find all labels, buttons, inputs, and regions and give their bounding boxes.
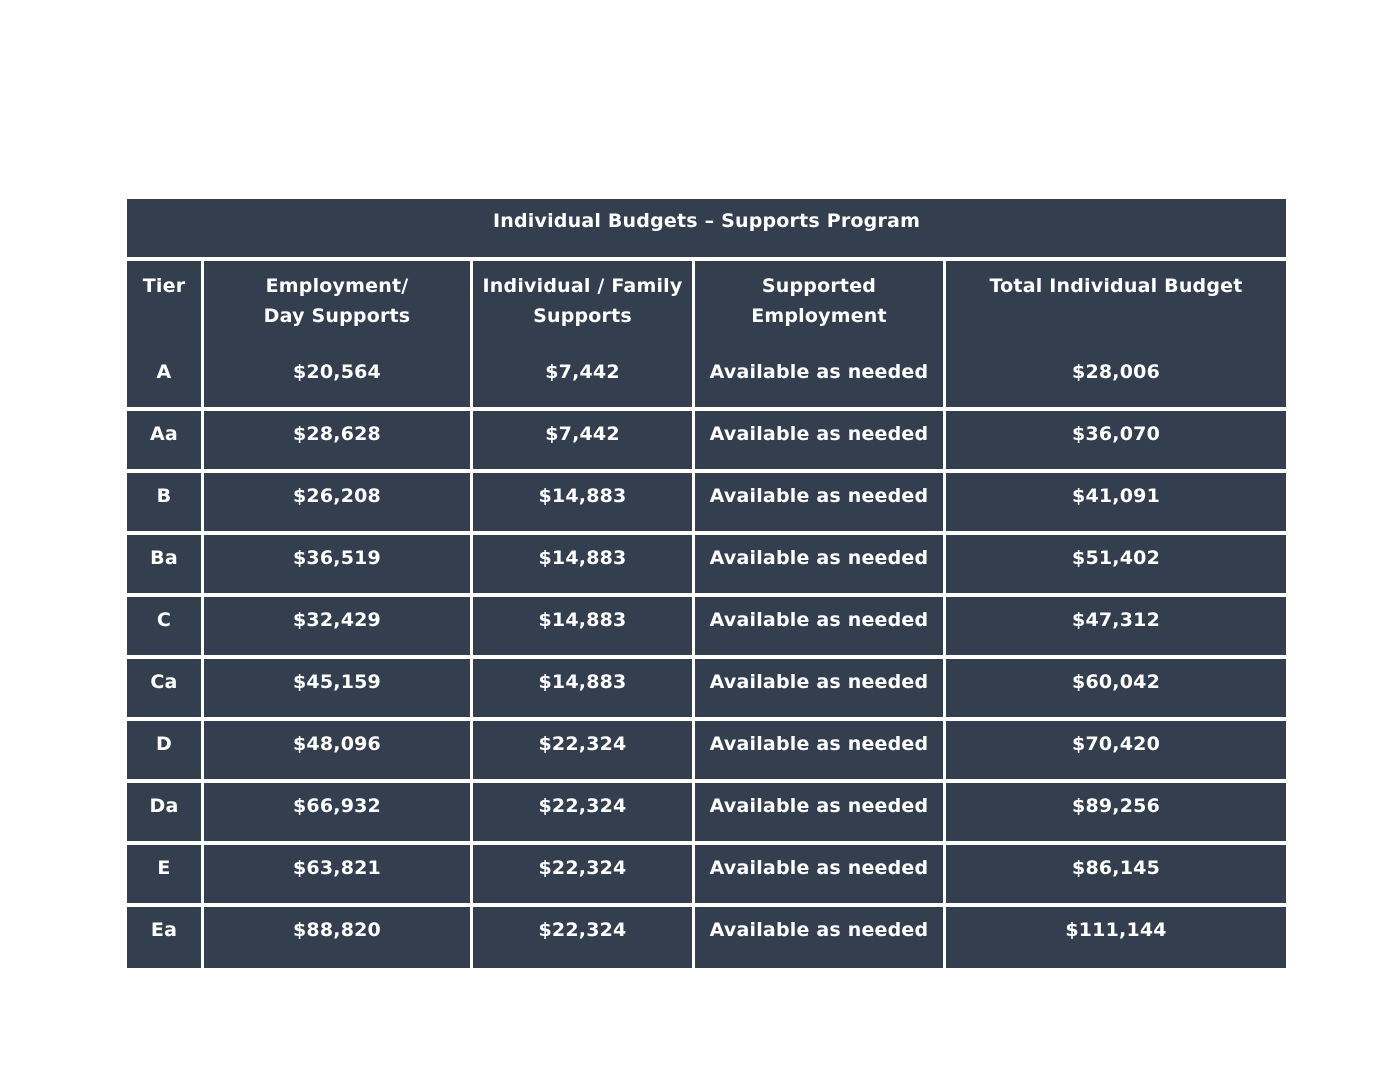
table-row: Aa $28,628 $7,442 Available as needed $3… <box>127 411 1287 473</box>
cell-total-individual-budget: $51,402 <box>946 535 1287 597</box>
table-title-row: Individual Budgets – Supports Program <box>127 199 1287 261</box>
table-row: B $26,208 $14,883 Available as needed $4… <box>127 473 1287 535</box>
cell-employment-day-supports: $63,821 <box>204 845 473 907</box>
cell-employment-day-supports: $28,628 <box>204 411 473 473</box>
header-line: Supported <box>761 275 877 297</box>
header-line: Total Individual Budget <box>989 275 1243 297</box>
cell-supported-employment: Available as needed <box>695 597 946 659</box>
header-line: Tier <box>142 275 186 297</box>
table-row: Ca $45,159 $14,883 Available as needed $… <box>127 659 1287 721</box>
cell-supported-employment: Available as needed <box>695 535 946 597</box>
cell-individual-family-supports: $14,883 <box>473 473 695 535</box>
column-header-supported-employment: Supported Employment <box>695 261 946 349</box>
table-row: Ba $36,519 $14,883 Available as needed $… <box>127 535 1287 597</box>
table-row: D $48,096 $22,324 Available as needed $7… <box>127 721 1287 783</box>
table-row: C $32,429 $14,883 Available as needed $4… <box>127 597 1287 659</box>
column-header-employment-day-supports: Employment/ Day Supports <box>204 261 473 349</box>
cell-total-individual-budget: $86,145 <box>946 845 1287 907</box>
cell-individual-family-supports: $14,883 <box>473 535 695 597</box>
table-row: Ea $88,820 $22,324 Available as needed $… <box>127 907 1287 968</box>
cell-employment-day-supports: $66,932 <box>204 783 473 845</box>
header-line: Employment <box>751 305 887 327</box>
cell-employment-day-supports: $36,519 <box>204 535 473 597</box>
cell-tier: C <box>127 597 204 659</box>
cell-supported-employment: Available as needed <box>695 845 946 907</box>
cell-employment-day-supports: $88,820 <box>204 907 473 968</box>
cell-individual-family-supports: $7,442 <box>473 349 695 411</box>
column-header-total-individual-budget: Total Individual Budget <box>946 261 1287 349</box>
cell-total-individual-budget: $47,312 <box>946 597 1287 659</box>
table-title: Individual Budgets – Supports Program <box>127 199 1287 261</box>
cell-tier: B <box>127 473 204 535</box>
header-line: Day Supports <box>263 305 411 327</box>
cell-employment-day-supports: $45,159 <box>204 659 473 721</box>
header-line: Employment/ <box>265 275 409 297</box>
table-row: A $20,564 $7,442 Available as needed $28… <box>127 349 1287 411</box>
cell-individual-family-supports: $7,442 <box>473 411 695 473</box>
cell-individual-family-supports: $22,324 <box>473 845 695 907</box>
cell-individual-family-supports: $14,883 <box>473 659 695 721</box>
cell-total-individual-budget: $41,091 <box>946 473 1287 535</box>
cell-tier: A <box>127 349 204 411</box>
cell-tier: E <box>127 845 204 907</box>
cell-supported-employment: Available as needed <box>695 659 946 721</box>
cell-tier: Ca <box>127 659 204 721</box>
table-header-row: Tier Employment/ Day Supports Individual… <box>127 261 1287 349</box>
cell-supported-employment: Available as needed <box>695 411 946 473</box>
cell-total-individual-budget: $111,144 <box>946 907 1287 968</box>
cell-individual-family-supports: $22,324 <box>473 721 695 783</box>
cell-supported-employment: Available as needed <box>695 721 946 783</box>
cell-total-individual-budget: $60,042 <box>946 659 1287 721</box>
cell-tier: Aa <box>127 411 204 473</box>
cell-individual-family-supports: $14,883 <box>473 597 695 659</box>
cell-total-individual-budget: $36,070 <box>946 411 1287 473</box>
cell-total-individual-budget: $89,256 <box>946 783 1287 845</box>
header-line: Individual / Family <box>482 275 683 297</box>
cell-supported-employment: Available as needed <box>695 783 946 845</box>
cell-tier: Ba <box>127 535 204 597</box>
header-line: Supports <box>533 305 632 327</box>
table-row: E $63,821 $22,324 Available as needed $8… <box>127 845 1287 907</box>
cell-supported-employment: Available as needed <box>695 907 946 968</box>
cell-supported-employment: Available as needed <box>695 349 946 411</box>
table-body: A $20,564 $7,442 Available as needed $28… <box>127 349 1287 968</box>
table-row: Da $66,932 $22,324 Available as needed $… <box>127 783 1287 845</box>
cell-employment-day-supports: $48,096 <box>204 721 473 783</box>
cell-individual-family-supports: $22,324 <box>473 907 695 968</box>
cell-tier: D <box>127 721 204 783</box>
cell-total-individual-budget: $28,006 <box>946 349 1287 411</box>
cell-total-individual-budget: $70,420 <box>946 721 1287 783</box>
column-header-tier: Tier <box>127 261 204 349</box>
cell-individual-family-supports: $22,324 <box>473 783 695 845</box>
cell-employment-day-supports: $20,564 <box>204 349 473 411</box>
cell-tier: Ea <box>127 907 204 968</box>
cell-tier: Da <box>127 783 204 845</box>
cell-employment-day-supports: $26,208 <box>204 473 473 535</box>
cell-employment-day-supports: $32,429 <box>204 597 473 659</box>
budget-table: Individual Budgets – Supports Program Ti… <box>127 199 1287 968</box>
cell-supported-employment: Available as needed <box>695 473 946 535</box>
column-header-individual-family-supports: Individual / Family Supports <box>473 261 695 349</box>
